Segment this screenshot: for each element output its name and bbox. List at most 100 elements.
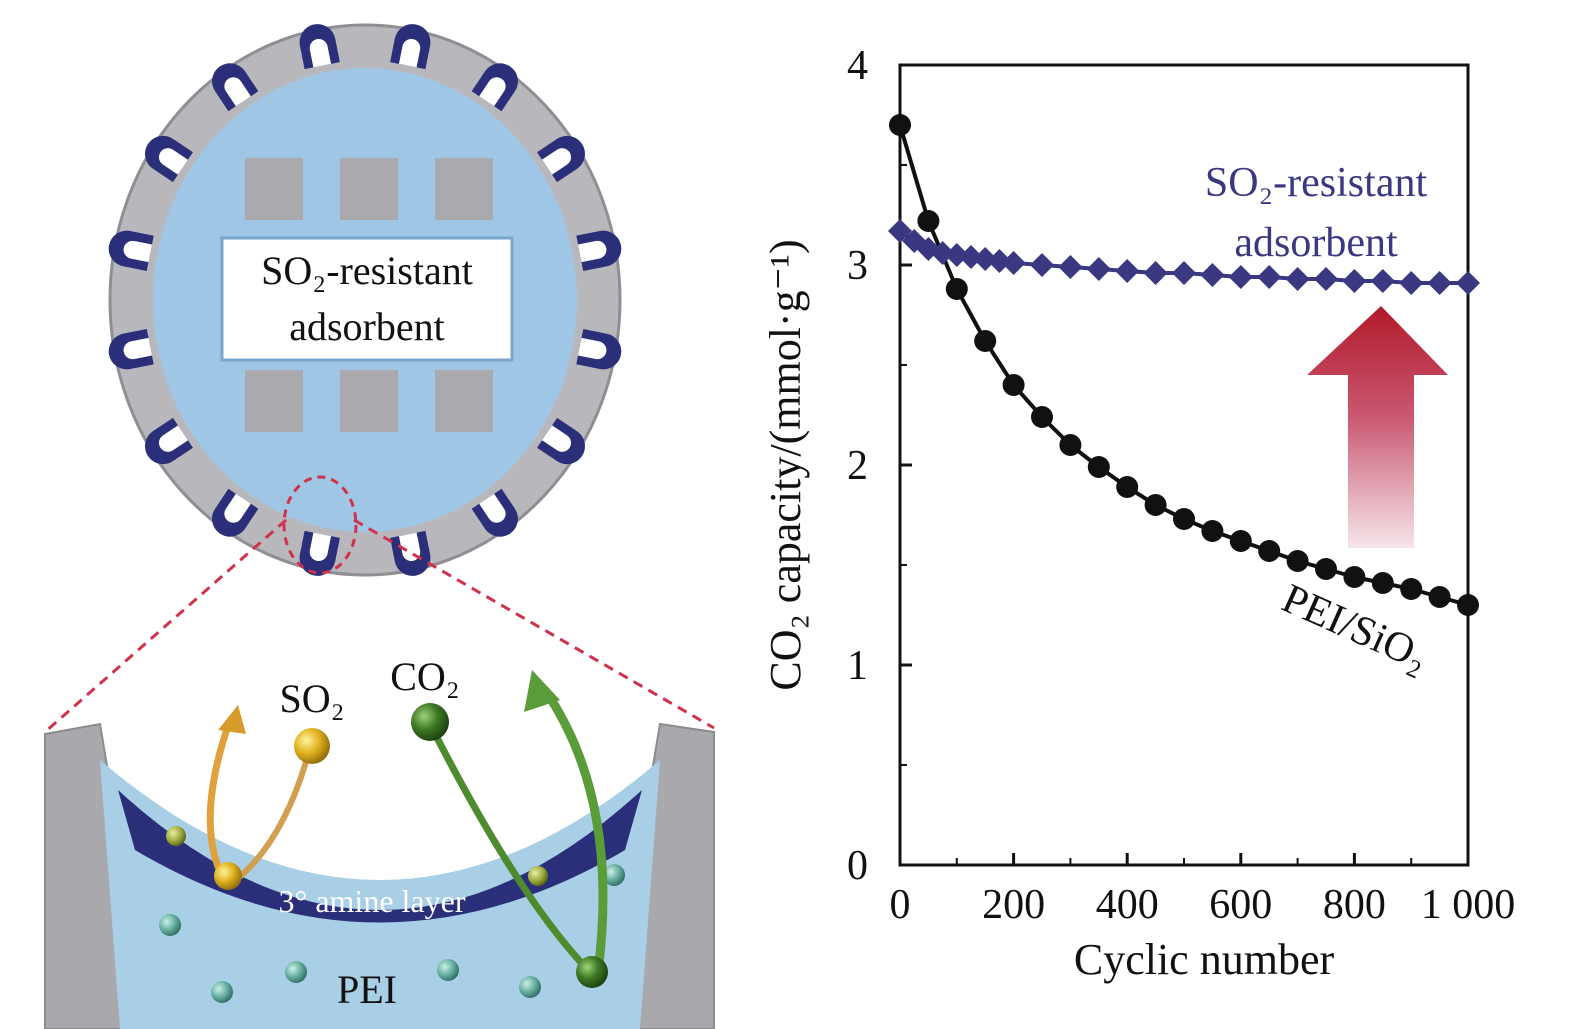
data-point-diamond (1456, 271, 1480, 295)
channel-block (340, 370, 398, 432)
y-axis-label: CO₂ capacity/(mmol·g⁻¹) (761, 239, 810, 690)
data-point-diamond (888, 219, 912, 243)
so2-molecule (294, 728, 330, 764)
x-axis-label: Cyclic number (1074, 935, 1335, 984)
data-point-circle (1173, 508, 1195, 530)
data-point-circle (1229, 530, 1252, 552)
particle-label-line2: adsorbent (289, 304, 445, 349)
co2-path (428, 726, 593, 975)
data-point-circle (1087, 456, 1110, 478)
pore-notch (212, 63, 259, 112)
pei-sphere (437, 959, 459, 981)
data-point-diamond (1257, 265, 1282, 289)
pei-sphere (603, 864, 625, 886)
data-point-diamond (1228, 265, 1253, 289)
pore-notch (537, 417, 586, 465)
amine-layer (118, 790, 642, 923)
x-tick-label: 800 (1323, 882, 1386, 928)
data-point-diamond (1058, 255, 1083, 279)
annotation-resistant-line2: adsorbent (1234, 220, 1398, 266)
pore-notch (144, 135, 193, 183)
pei-sphere (285, 961, 307, 983)
pore-notch (471, 63, 518, 112)
data-point-diamond (930, 241, 955, 265)
so2-captured (214, 862, 242, 890)
improvement-arrow (1307, 306, 1448, 548)
pore-notch (299, 24, 340, 70)
data-point-diamond (1399, 271, 1424, 295)
pore-closeup: 3° amine layer PEI SO₂ CO₂ (44, 654, 715, 1029)
channel-block (245, 158, 303, 220)
data-point-circle (1031, 406, 1053, 428)
data-point-circle (1315, 558, 1337, 580)
data-point-circle (889, 114, 911, 136)
so2-label: SO₂ (279, 676, 344, 721)
data-point-diamond (1314, 267, 1338, 291)
data-point-circle (917, 210, 940, 232)
amine-sphere (528, 866, 548, 886)
so2-path (234, 747, 313, 883)
adsorbent-illustration: SO₂-resistant adsorbent 3° amine layer P… (44, 23, 715, 1029)
data-point-circle (1428, 586, 1451, 608)
channel-block (245, 370, 303, 432)
channel-block (435, 158, 493, 220)
data-point-diamond (944, 243, 969, 267)
data-point-diamond (1370, 269, 1395, 293)
data-point-diamond (1172, 261, 1196, 285)
pore-notch (537, 135, 586, 183)
pore-notch (390, 24, 431, 70)
x-tick-label: 0 (890, 882, 911, 928)
y-tick-label: 3 (847, 243, 868, 289)
y-tick-label: 1 (847, 643, 868, 689)
pore-notch (576, 329, 622, 370)
x-tick-label: 1 000 (1421, 882, 1516, 928)
pei-sphere (519, 976, 541, 998)
amine-layer-label: 3° amine layer (279, 883, 466, 919)
pore-notch (108, 230, 154, 271)
adsorbent-particle: SO₂-resistant adsorbent (108, 23, 622, 577)
data-point-circle (1059, 434, 1082, 456)
data-point-diamond (1086, 257, 1111, 281)
pore-notch (299, 530, 340, 576)
zoom-line-left (44, 518, 287, 734)
data-point-diamond (1285, 267, 1310, 291)
co2-captured (576, 956, 608, 988)
data-point-circle (1144, 494, 1167, 516)
y-tick-label: 4 (847, 43, 868, 89)
data-point-circle (1258, 540, 1281, 562)
data-point-diamond (1001, 251, 1026, 275)
svg-text:SO₂-resistant: SO₂-resistant (261, 248, 473, 293)
zoom-line-right (353, 518, 715, 730)
data-point-diamond (959, 245, 983, 269)
particle-label-line1: SO₂-resistant (261, 248, 473, 293)
data-point-diamond (1115, 259, 1140, 283)
data-point-diamond (1030, 253, 1054, 277)
data-point-diamond (973, 247, 998, 271)
data-point-circle (1116, 476, 1139, 498)
channel-block (340, 158, 398, 220)
data-point-diamond (1427, 271, 1452, 295)
data-point-circle (1371, 572, 1394, 594)
pore-notch (471, 488, 518, 537)
channel-block (435, 370, 493, 432)
data-point-circle (1457, 594, 1479, 616)
data-point-circle (1343, 566, 1366, 588)
pei-sphere (211, 981, 233, 1003)
capacity-chart: 0 200 400 600 800 1 000 0 1 2 3 4 SO₂-resistant a… (761, 43, 1515, 984)
x-tick-label: 200 (982, 882, 1045, 928)
pore-notch (212, 488, 259, 537)
so2-arrow (206, 718, 234, 878)
data-point-diamond (987, 249, 1012, 273)
data-point-circle (1400, 578, 1423, 600)
co2-molecule (411, 703, 449, 741)
pore-notch (576, 230, 622, 271)
data-point-diamond (1200, 263, 1225, 287)
x-tick-label: 600 (1209, 882, 1272, 928)
x-tick-label: 400 (1096, 882, 1159, 928)
annotation-resistant-line1: SO₂-resistant (1205, 160, 1428, 206)
data-point-circle (1002, 374, 1025, 396)
zoom-circle (282, 475, 358, 575)
co2-arrowhead (524, 670, 560, 712)
data-point-diamond (1342, 269, 1367, 293)
